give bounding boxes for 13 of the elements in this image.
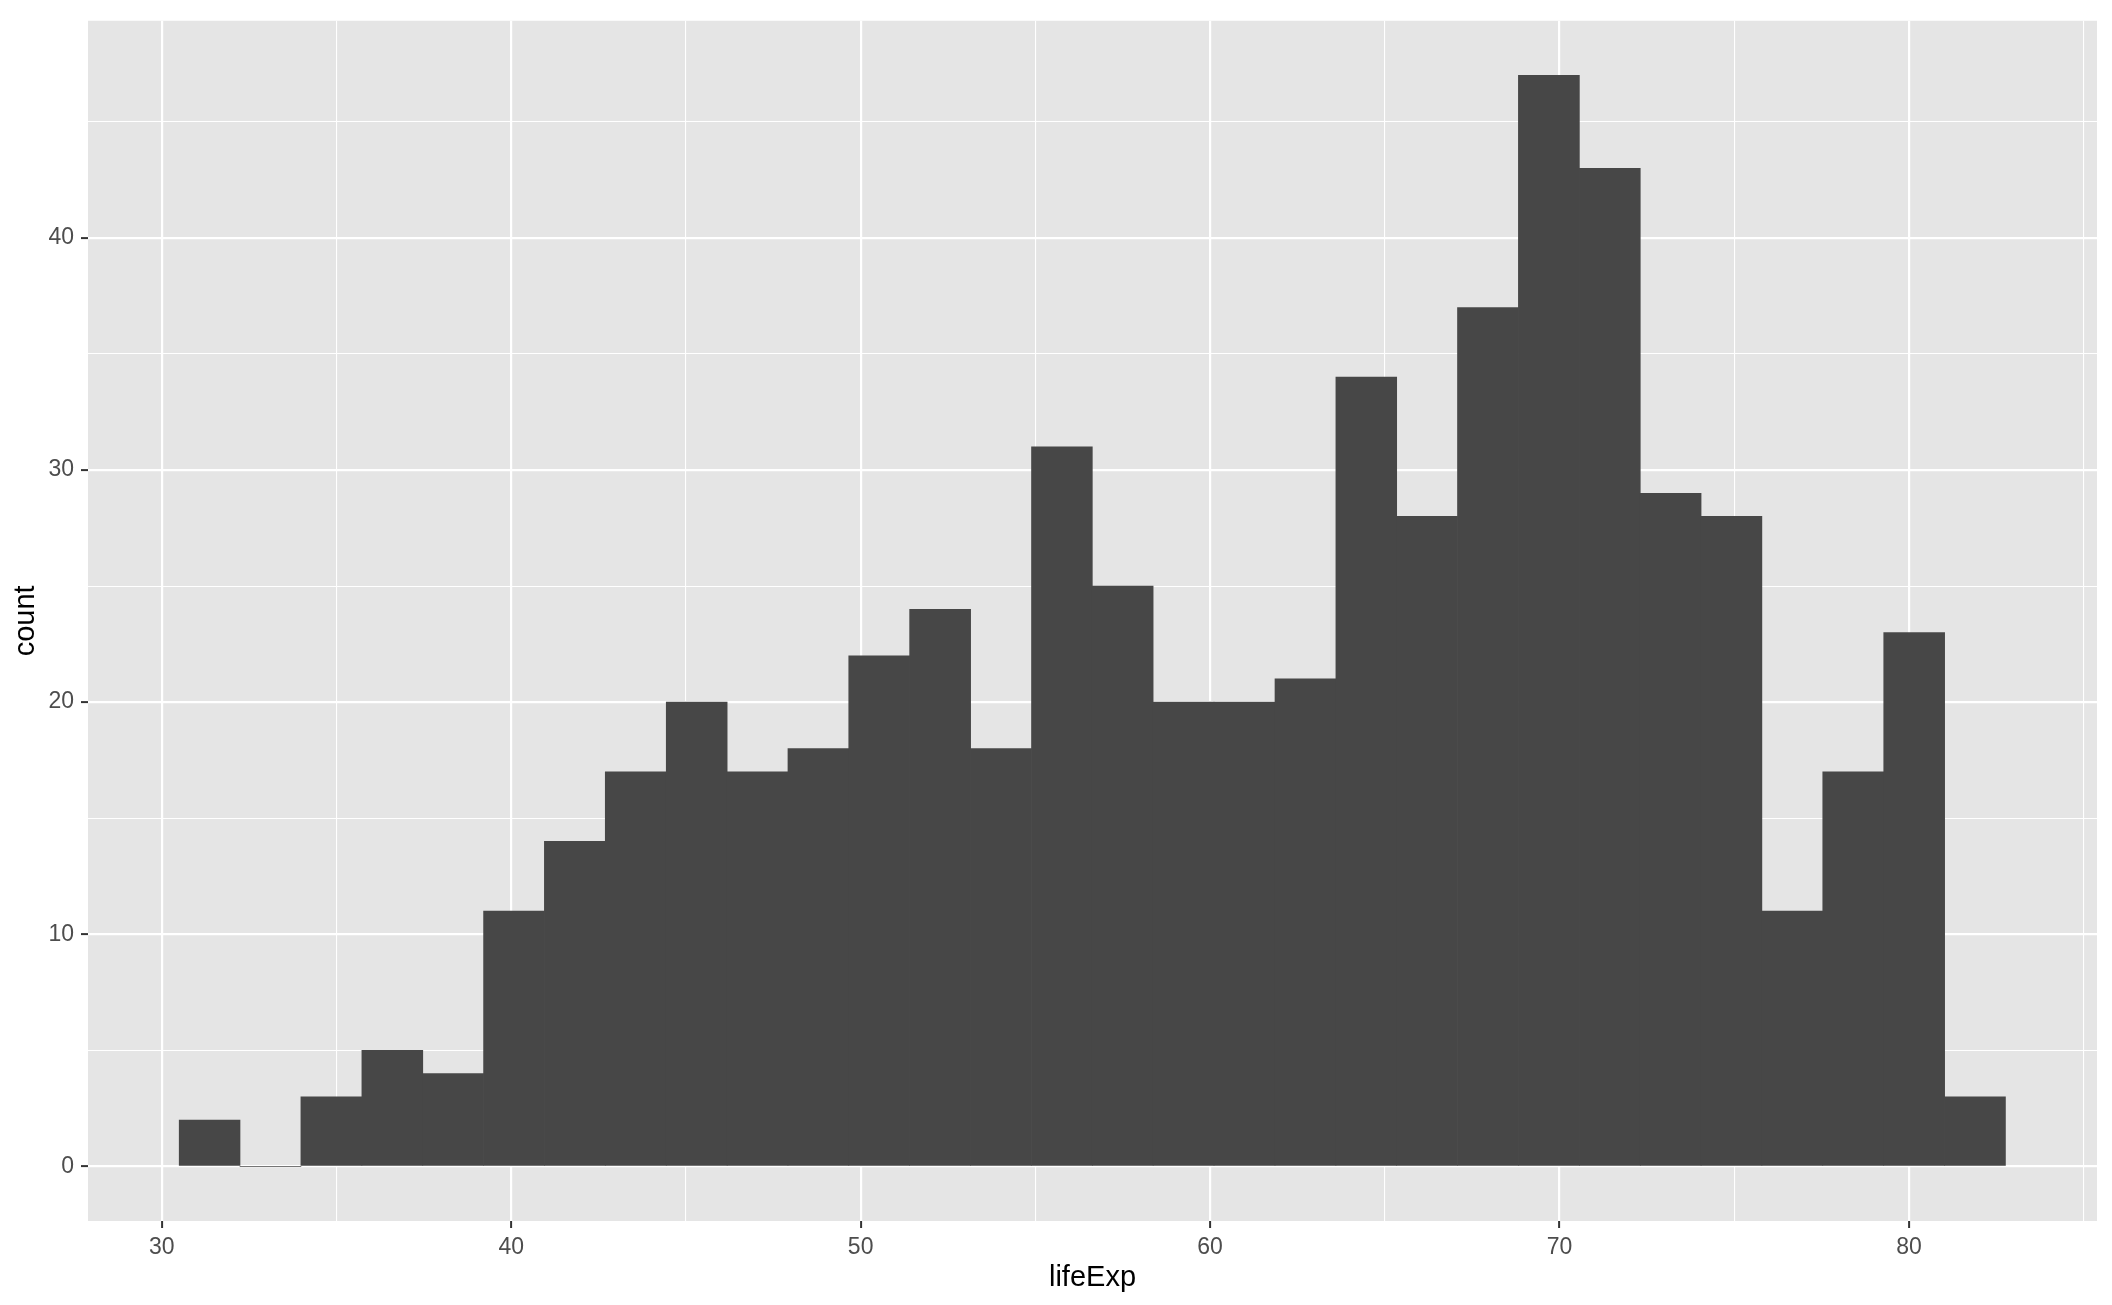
y-tick-label: 10 — [48, 919, 74, 946]
x-tick-label: 60 — [1197, 1233, 1223, 1260]
y-tick-label: 20 — [48, 687, 74, 714]
y-tick-label: 0 — [61, 1151, 74, 1178]
x-tick-label: 80 — [1896, 1233, 1922, 1260]
x-axis-title: lifeExp — [1048, 1259, 1137, 1292]
x-tick-label: 70 — [1546, 1233, 1573, 1260]
x-tick-label: 30 — [148, 1233, 175, 1260]
y-tick-label: 40 — [48, 223, 74, 250]
y-tick-label: 30 — [48, 455, 74, 482]
y-axis-title: count — [8, 585, 41, 657]
x-tick-label: 40 — [498, 1233, 524, 1260]
x-tick-label: 50 — [847, 1233, 874, 1260]
